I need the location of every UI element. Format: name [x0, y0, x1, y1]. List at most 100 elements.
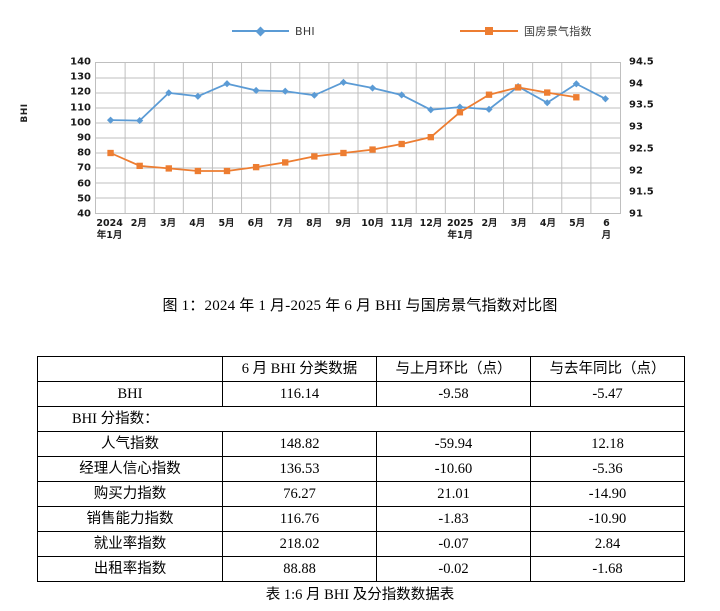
- x-tick-5: 6月: [247, 218, 264, 229]
- table-row: 人气指数 148.82 -59.94 12.18: [37, 431, 685, 457]
- y-tick-left-100: 100: [70, 117, 91, 129]
- chart-figure: BHI 国房景气指数 BHI 140 130 120 110 100 90 80 70 60 50…: [0, 0, 720, 265]
- table-cell-r0-c0: 116.14: [222, 381, 377, 407]
- x-tick-9: 10月: [361, 218, 384, 229]
- marker-1-4: [223, 167, 231, 175]
- marker-1-16: [573, 94, 580, 101]
- chart-legend: BHI 国房景气指数: [0, 22, 720, 40]
- table-row: 销售能力指数 116.76 -1.83 -10.90: [37, 506, 685, 532]
- marker-1-5: [252, 163, 260, 171]
- x-tick-16: 5月: [569, 218, 586, 229]
- table-row: 就业率指数 218.02 -0.07 2.84: [37, 531, 685, 557]
- legend-label-guofang: 国房景气指数: [524, 25, 592, 38]
- y-tick-right-92: 92: [629, 165, 643, 177]
- marker-1-7: [311, 153, 318, 160]
- marker-1-3: [194, 167, 202, 175]
- table-row-label: BHI: [37, 381, 223, 407]
- y-tick-right-92.5: 92.5: [629, 143, 654, 155]
- x-tick-15: 4月: [539, 218, 556, 229]
- x-tick-2: 3月: [159, 218, 177, 229]
- y-tick-left-40: 40: [77, 208, 91, 220]
- table-cell-r2-c1: -59.94: [376, 431, 531, 457]
- x-tick-17: 6月: [601, 218, 612, 241]
- x-axis-ticks: 2024 年1月 2月 3月 4月 5月 6月 7月 8月 9月 10月 11月 12月 2025 年1…: [95, 218, 621, 254]
- y-tick-right-91.5: 91.5: [629, 186, 654, 198]
- marker-1-12: [456, 109, 464, 116]
- bhi-data-table: 6 月 BHI 分类数据 与上月环比（点） 与去年同比（点） BHI 116.14 -9.…: [37, 356, 685, 582]
- table-cell-r7-c1: -0.02: [376, 556, 531, 582]
- y-axis-left-ticks: 140 130 120 110 100 90 80 70 60 50 40: [44, 57, 91, 220]
- y-tick-right-91: 91: [629, 208, 643, 220]
- marker-0-9: [368, 84, 377, 92]
- table-row-label: 人气指数: [37, 431, 223, 457]
- marker-1-15: [544, 89, 551, 96]
- marker-1-10: [398, 140, 405, 148]
- marker-0-15: [543, 99, 551, 107]
- table-row: BHI 116.14 -9.58 -5.47: [37, 381, 685, 407]
- y-axis-title: BHI: [20, 103, 30, 123]
- table-header-cell-2: 与上月环比（点）: [376, 356, 531, 382]
- marker-0-11: [427, 106, 435, 114]
- marker-0-4: [223, 80, 231, 88]
- x-tick-6: 7月: [276, 218, 293, 229]
- table-row: BHI 分指数：: [37, 406, 685, 432]
- x-tick-0: 2024 年1月: [96, 218, 123, 241]
- table-body: 6 月 BHI 分类数据 与上月环比（点） 与去年同比（点） BHI 116.14 -9.…: [37, 356, 685, 582]
- table-row-label: 就业率指数: [37, 531, 223, 557]
- table-section-label: BHI 分指数：: [37, 406, 685, 432]
- marker-1-2: [165, 165, 172, 172]
- table-row: 出租率指数 88.88 -0.02 -1.68: [37, 556, 685, 582]
- marker-0-7: [310, 91, 318, 99]
- marker-1-11: [427, 133, 434, 141]
- table-row: 经理人信心指数 136.53 -10.60 -5.36: [37, 456, 685, 482]
- table-header-row: 6 月 BHI 分类数据 与上月环比（点） 与去年同比（点）: [37, 356, 685, 382]
- chart-svg: [96, 63, 620, 213]
- table-cell-r3-c1: -10.60: [376, 456, 531, 482]
- table-cell-r3-c0: 136.53: [222, 456, 377, 482]
- y-tick-right-93: 93: [629, 121, 643, 133]
- table-cell-r3-c2: -5.36: [530, 456, 685, 482]
- x-tick-4: 5月: [218, 218, 235, 229]
- table-cell-r5-c1: -1.83: [376, 506, 531, 532]
- table-cell-r7-c0: 88.88: [222, 556, 377, 582]
- legend-item-bhi[interactable]: BHI: [232, 22, 315, 40]
- y-tick-left-60: 60: [77, 178, 91, 190]
- grid-lines: [96, 63, 620, 213]
- legend-label-bhi: BHI: [295, 24, 315, 38]
- legend-item-guofang[interactable]: 国房景气指数: [460, 22, 592, 40]
- table-row-label: 经理人信心指数: [37, 456, 223, 482]
- x-tick-13: 2月: [481, 218, 498, 229]
- table-row-label: 出租率指数: [37, 556, 223, 582]
- table-cell-r0-c1: -9.58: [376, 381, 531, 407]
- x-tick-3: 4月: [189, 218, 206, 229]
- table-cell-r5-c2: -10.90: [530, 506, 685, 532]
- table-row-label: 销售能力指数: [37, 506, 223, 532]
- x-tick-8: 9月: [335, 218, 352, 229]
- table-cell-r2-c2: 12.18: [530, 431, 685, 457]
- x-tick-10: 11月: [390, 218, 414, 229]
- table-cell-r4-c2: -14.90: [530, 481, 685, 507]
- table-cell-r5-c0: 116.76: [222, 506, 377, 532]
- y-tick-left-110: 110: [70, 102, 91, 114]
- marker-0-17: [601, 95, 610, 103]
- figure-caption: 图 1：2024 年 1 月-2025 年 6 月 BHI 与国房景气指数对比图: [162, 298, 558, 314]
- table-cell-r2-c0: 148.82: [222, 431, 377, 457]
- y-tick-right-94.5: 94.5: [629, 56, 654, 68]
- data-table-container: 6 月 BHI 分类数据 与上月环比（点） 与去年同比（点） BHI 116.14 -9.…: [37, 356, 685, 582]
- table-header-cell-0: [37, 356, 223, 382]
- x-tick-11: 12月: [419, 218, 443, 229]
- table-cell-r4-c1: 21.01: [376, 481, 531, 507]
- table-row-label: 购买力指数: [37, 481, 223, 507]
- legend-line-bhi: [232, 30, 258, 32]
- diamond-marker-icon: [255, 26, 266, 36]
- marker-0-10: [398, 91, 406, 99]
- x-tick-1: 2月: [130, 218, 147, 229]
- legend-line-guofang-2: [492, 30, 518, 32]
- marker-1-6: [282, 159, 289, 166]
- table-cell-r7-c2: -1.68: [530, 556, 685, 582]
- marker-0-6: [281, 87, 289, 95]
- y-tick-right-93.5: 93.5: [629, 99, 654, 111]
- marker-1-9: [369, 146, 376, 153]
- x-tick-7: 8月: [306, 218, 323, 229]
- y-tick-right-94: 94: [629, 78, 643, 90]
